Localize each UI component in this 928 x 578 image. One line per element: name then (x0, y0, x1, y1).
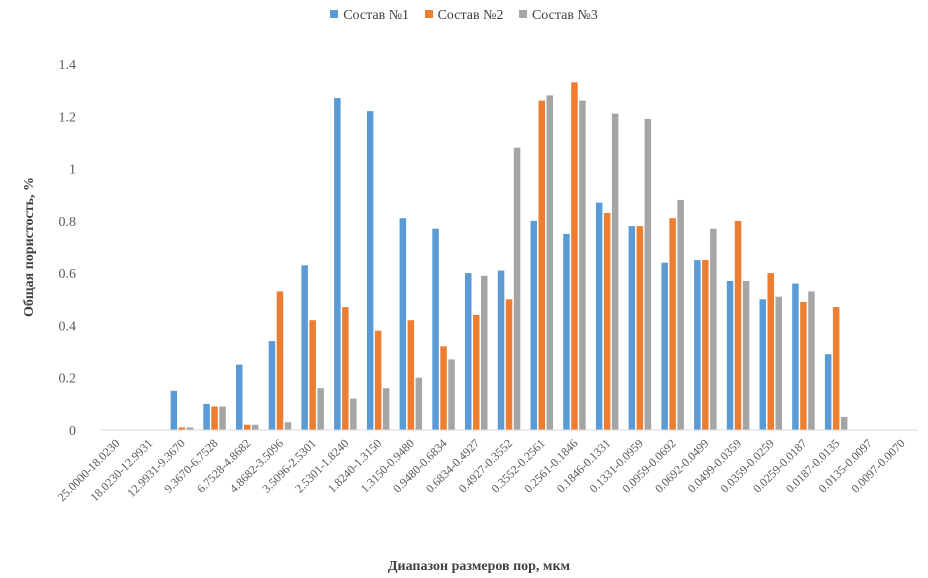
bar-series-2 (669, 218, 676, 430)
bar-series-1 (694, 260, 701, 430)
bar-series-2 (342, 307, 349, 430)
bar-series-2 (734, 220, 742, 430)
bar-series-1 (465, 273, 472, 430)
bar-series-3 (579, 100, 586, 430)
legend-item-series-1: Состав №1 (330, 8, 409, 24)
bar-series-3 (448, 359, 455, 430)
bar-series-3 (546, 95, 553, 431)
legend-swatch-series-1 (330, 10, 339, 18)
bar-series-2 (309, 320, 316, 430)
y-tick-label: 0.2 (59, 372, 77, 387)
chart-legend: Состав №1 Состав №2 Состав №3 (0, 8, 928, 24)
bar-series-2 (244, 424, 251, 430)
bar-series-2 (440, 346, 447, 430)
bar-series-2 (702, 260, 709, 430)
bar-series-2 (211, 406, 218, 430)
bar-series-3 (775, 296, 782, 430)
bar-series-2 (767, 273, 774, 430)
y-tick-label: 0.4 (59, 319, 77, 334)
legend-swatch-series-2 (424, 10, 433, 18)
bar-series-2 (505, 299, 513, 430)
legend-item-series-2: Состав №2 (424, 8, 504, 24)
bar-series-2 (473, 315, 480, 430)
bar-series-2 (571, 82, 578, 431)
legend-item-series-3: Состав №3 (518, 8, 598, 24)
bar-series-3 (317, 388, 324, 430)
bar-series-3 (481, 275, 488, 430)
bar-series-1 (792, 283, 799, 430)
bar-series-2 (178, 427, 186, 430)
bar-series-3 (677, 199, 684, 430)
bar-series-1 (334, 98, 341, 430)
bar-series-3 (219, 406, 226, 430)
bar-series-2 (603, 213, 611, 430)
bars-group (170, 82, 848, 431)
bar-series-1 (366, 111, 374, 430)
bar-series-2 (374, 330, 382, 430)
bar-series-2 (800, 301, 807, 430)
legend-swatch-series-3 (518, 10, 527, 18)
y-tick-label: 1.4 (59, 58, 77, 73)
bar-series-2 (832, 307, 840, 430)
bar-series-1 (595, 202, 603, 430)
bar-series-1 (268, 341, 276, 430)
bar-series-1 (563, 233, 570, 430)
x-axis-label: Диапазон размеров пор, мкм (388, 559, 571, 574)
bar-series-1 (759, 299, 766, 430)
bar-series-3 (284, 422, 292, 430)
bar-series-1 (628, 226, 636, 430)
y-tick-label: 0 (69, 424, 76, 439)
bar-series-3 (186, 427, 194, 430)
bar-series-1 (497, 270, 505, 430)
bar-series-1 (203, 403, 210, 430)
bar-series-2 (407, 320, 415, 430)
bar-series-3 (840, 416, 848, 430)
bar-series-3 (350, 398, 357, 430)
bar-series-3 (382, 388, 390, 430)
legend-label-series-1: Состав №1 (343, 8, 410, 23)
bar-series-1 (432, 228, 439, 430)
bar-series-1 (530, 220, 537, 430)
bar-series-1 (661, 262, 668, 430)
legend-label-series-2: Состав №2 (437, 8, 504, 23)
bar-series-3 (710, 228, 717, 430)
bar-series-2 (636, 226, 644, 430)
bar-series-3 (415, 377, 423, 430)
bar-series-1 (824, 354, 832, 430)
x-axis-ticks: 25.0000-18.023018.0230-12.993112.9931-9.… (55, 436, 908, 504)
bar-series-1 (236, 364, 243, 430)
bar-series-3 (513, 147, 521, 430)
bar-series-2 (276, 291, 284, 430)
bar-series-3 (644, 118, 652, 431)
bar-series-3 (252, 424, 259, 430)
bar-series-1 (726, 281, 734, 430)
bar-series-1 (399, 218, 407, 430)
bar-series-3 (742, 281, 750, 430)
bar-series-2 (538, 100, 545, 430)
bar-series-1 (170, 390, 178, 430)
bar-series-3 (611, 113, 619, 430)
y-tick-label: 0.6 (59, 267, 77, 282)
bar-series-3 (808, 291, 815, 430)
y-axis-label: Общая пористость, % (22, 177, 37, 317)
y-tick-label: 0.8 (59, 215, 77, 230)
legend-label-series-3: Состав №3 (531, 8, 598, 23)
bar-series-1 (301, 265, 308, 430)
y-tick-label: 1.2 (59, 110, 77, 125)
y-tick-label: 1 (69, 163, 76, 178)
y-axis-ticks: 0 0.2 0.4 0.6 0.8 1 1.2 1.4 (59, 58, 77, 439)
